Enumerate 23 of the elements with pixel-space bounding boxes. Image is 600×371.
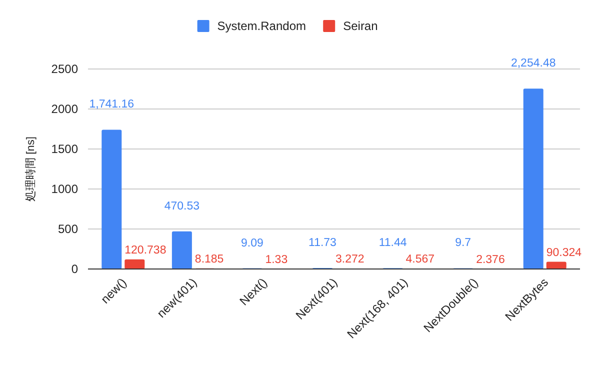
data-label: 11.44	[378, 237, 408, 250]
data-label: 1.33	[265, 254, 288, 266]
data-label: 9.7	[455, 237, 472, 250]
data-label: 470.53	[164, 200, 200, 212]
data-label: 9.09	[241, 237, 264, 250]
y-tick-label: 2000	[51, 102, 78, 116]
y-tick-label: 1500	[51, 142, 78, 156]
y-tick-label: 500	[58, 222, 78, 236]
y-axis-title: 処理時間 [ns]	[24, 136, 37, 202]
y-tick-label: 1000	[51, 182, 78, 196]
data-label: 3.272	[336, 254, 364, 266]
data-label: 120.738	[124, 244, 166, 256]
legend-label: Seiran	[343, 19, 378, 33]
y-tick-label: 2500	[51, 62, 78, 76]
data-label: 8.185	[194, 253, 224, 266]
legend-label: System.Random	[217, 19, 306, 33]
y-tick-label: 0	[71, 262, 78, 276]
data-label: 2.376	[476, 254, 505, 266]
data-label: 2,254.48	[510, 58, 556, 70]
data-label: 4.567	[406, 254, 435, 266]
data-label: 11.73	[308, 237, 336, 250]
data-label: 1,741.16	[89, 98, 134, 111]
data-label: 90.324	[546, 246, 582, 259]
